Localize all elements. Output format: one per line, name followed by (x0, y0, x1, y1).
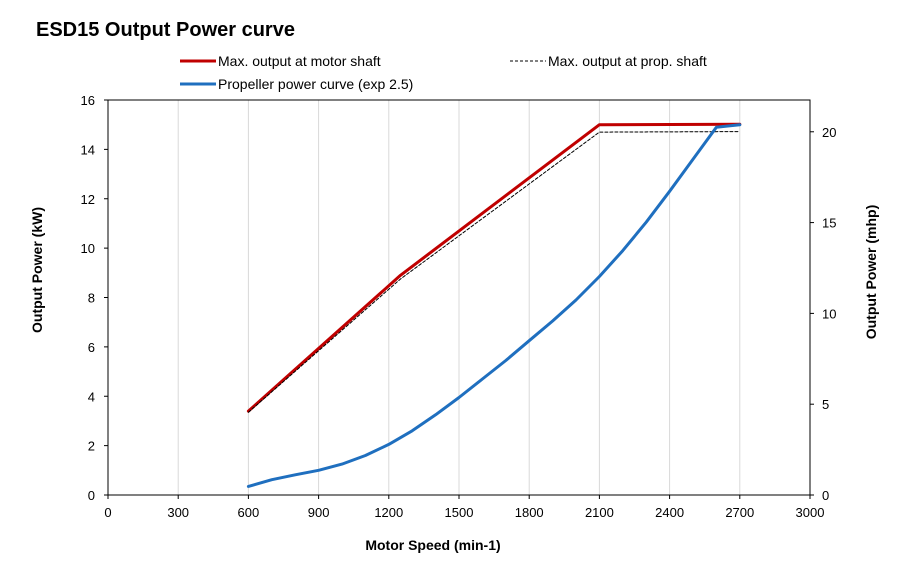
y-axis-ticks: 0 2 4 6 8 10 12 14 16 (81, 93, 108, 503)
series-lines (246, 122, 742, 488)
y-tick-label: 14 (81, 142, 95, 157)
y2-axis-ticks: 0 5 10 15 20 (810, 125, 836, 503)
series-motor-shaft (246, 122, 742, 413)
legend: Max. output at motor shaft Max. output a… (180, 53, 707, 92)
x-axis-ticks: 0 300 600 900 1200 1500 1800 2100 2400 2700 3000 (104, 495, 824, 520)
x-tick-label: 2700 (725, 505, 754, 520)
legend-label-propeller-curve: Propeller power curve (exp 2.5) (218, 76, 413, 92)
y-tick-label: 8 (88, 291, 95, 306)
y2-tick-label: 0 (822, 488, 829, 503)
chart-title: ESD15 Output Power curve (36, 19, 295, 41)
y-tick-label: 2 (88, 439, 95, 454)
y-tick-label: 12 (81, 192, 95, 207)
y-tick-label: 6 (88, 340, 95, 355)
x-tick-label: 1500 (445, 505, 474, 520)
x-tick-label: 600 (238, 505, 260, 520)
x-tick-label: 2400 (655, 505, 684, 520)
y2-axis-label: Output Power (mhp) (863, 205, 879, 340)
y-tick-label: 16 (81, 93, 95, 108)
x-tick-label: 3000 (796, 505, 825, 520)
x-tick-label: 1800 (515, 505, 544, 520)
legend-label-motor-shaft: Max. output at motor shaft (218, 53, 381, 69)
y2-tick-label: 20 (822, 125, 836, 140)
y-axis-label: Output Power (kW) (29, 207, 45, 333)
x-tick-label: 900 (308, 505, 330, 520)
y-tick-label: 10 (81, 241, 95, 256)
plot-frame (107, 99, 811, 496)
y-tick-label: 0 (88, 488, 95, 503)
y2-tick-label: 15 (822, 216, 836, 231)
x-tick-label: 300 (167, 505, 189, 520)
series-propeller-curve (246, 123, 742, 488)
x-axis-label: Motor Speed (min-1) (365, 537, 500, 553)
x-tick-label: 1200 (374, 505, 403, 520)
x-tick-label: 2100 (585, 505, 614, 520)
y2-tick-label: 5 (822, 397, 829, 412)
gridlines (177, 100, 741, 495)
y-tick-label: 4 (88, 389, 95, 404)
legend-label-prop-shaft: Max. output at prop. shaft (548, 53, 707, 69)
series-prop-shaft (247, 131, 741, 413)
x-tick-label: 0 (104, 505, 111, 520)
y2-tick-label: 10 (822, 306, 836, 321)
